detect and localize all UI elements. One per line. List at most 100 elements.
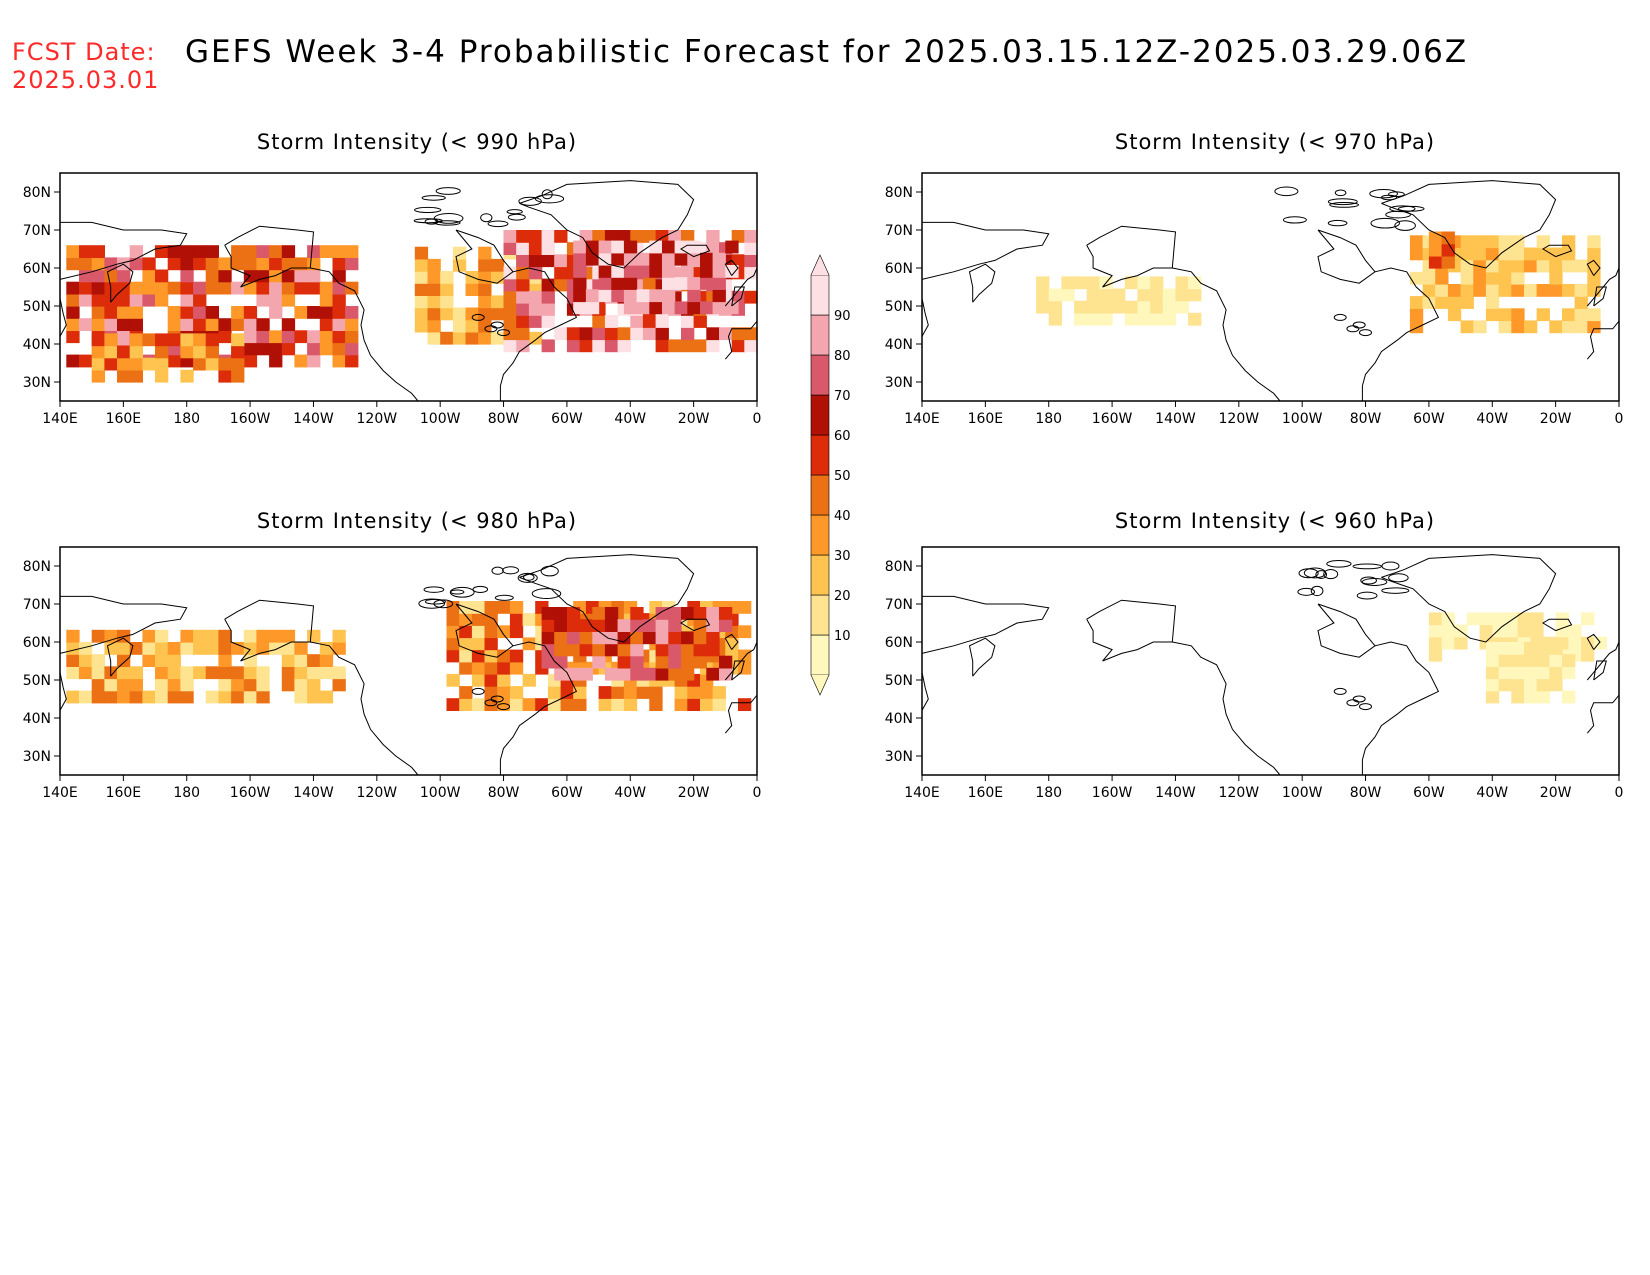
prob-cell	[617, 619, 631, 632]
arctic-island	[517, 572, 538, 583]
prob-cell	[1124, 300, 1139, 314]
prob-cell	[1137, 276, 1151, 290]
prob-cell	[693, 339, 707, 353]
prob-cell	[516, 278, 530, 292]
prob-cell	[509, 649, 524, 663]
prob-cell	[478, 319, 492, 333]
prob-cell	[79, 654, 93, 667]
coastline	[680, 244, 711, 258]
prob-cell	[655, 619, 669, 632]
prob-cell	[1074, 300, 1088, 314]
prob-cell	[91, 293, 105, 307]
prob-cell	[66, 293, 80, 307]
prob-cell	[1536, 666, 1550, 680]
prob-cell	[516, 290, 530, 304]
prob-cell	[243, 318, 258, 331]
prob-cell	[155, 666, 169, 680]
prob-cell	[541, 315, 555, 328]
prob-cell	[706, 667, 720, 681]
prob-cell	[649, 698, 663, 711]
prob-cell	[193, 666, 207, 680]
prob-cell	[91, 318, 105, 331]
prob-cell	[117, 269, 131, 283]
prob-cell	[1536, 284, 1550, 297]
prob-cell	[623, 265, 638, 278]
lon-label: 60W	[551, 785, 583, 801]
lon-label: 120W	[1219, 785, 1260, 801]
coastline	[1542, 244, 1573, 258]
prob-cell	[180, 678, 194, 692]
lon-label: 60W	[551, 411, 583, 427]
prob-cell	[446, 637, 460, 651]
prob-cell	[1549, 654, 1563, 667]
prob-cell	[642, 327, 657, 341]
prob-cell	[738, 601, 752, 614]
arctic-island	[1380, 194, 1398, 201]
coastline	[1361, 641, 1440, 775]
prob-cell	[281, 629, 296, 643]
prob-cell	[66, 666, 80, 680]
coastline	[1586, 694, 1620, 734]
prob-cell	[497, 686, 511, 699]
colorbar-label: 50	[834, 469, 851, 484]
prob-cell	[579, 631, 593, 645]
prob-cell	[205, 306, 219, 319]
prob-cell	[1562, 320, 1576, 334]
prob-cell	[427, 258, 441, 272]
lon-label: 140W	[293, 411, 334, 427]
coastline	[731, 660, 745, 681]
coastline	[1593, 286, 1607, 307]
prob-cell	[509, 661, 524, 675]
prob-cell	[319, 690, 334, 704]
prob-cell	[712, 686, 726, 699]
prob-cell	[478, 246, 492, 260]
prob-cell	[598, 277, 612, 290]
arctic-island	[518, 196, 542, 206]
prob-cell	[205, 345, 219, 359]
lake	[490, 321, 504, 329]
prob-cell	[142, 690, 156, 704]
prob-cell	[554, 230, 568, 243]
prob-cell	[541, 278, 555, 292]
prob-cell	[91, 690, 105, 704]
prob-cell	[269, 281, 283, 295]
prob-cell	[256, 666, 270, 680]
prob-cell	[167, 642, 181, 655]
prob-cell	[516, 315, 530, 328]
prob-cell	[1524, 666, 1538, 680]
arctic-island	[1394, 220, 1416, 231]
lat-label: 70N	[885, 223, 913, 239]
arctic-island	[1388, 573, 1409, 583]
prob-cell	[484, 661, 498, 675]
prob-cell	[345, 330, 359, 344]
prob-cell	[117, 345, 131, 359]
lat-label: 60N	[23, 261, 51, 277]
prob-cell	[142, 357, 156, 371]
prob-cell	[585, 301, 600, 315]
prob-cell	[655, 655, 669, 669]
coastline	[1586, 320, 1620, 360]
prob-cell	[155, 654, 169, 667]
colorbar-segment	[810, 434, 830, 476]
prob-cell	[655, 327, 669, 341]
prob-cell	[668, 655, 682, 669]
prob-cell	[516, 242, 530, 255]
coastline	[968, 263, 996, 303]
coastline	[59, 595, 188, 654]
prob-cell	[668, 339, 682, 353]
prob-cell	[573, 289, 587, 303]
prob-cell	[712, 252, 726, 266]
prob-cell	[1428, 255, 1443, 269]
prob-cell	[1188, 312, 1202, 326]
prob-cell	[649, 686, 663, 699]
prob-cell	[1574, 284, 1588, 297]
lat-label: 70N	[23, 597, 51, 613]
prob-cell	[218, 666, 232, 680]
coastline	[1317, 603, 1376, 658]
prob-cell	[294, 257, 308, 271]
prob-cell	[319, 245, 334, 258]
prob-cell	[1466, 612, 1481, 626]
prob-cell	[681, 339, 695, 353]
arctic-island	[1381, 587, 1410, 594]
prob-cell	[167, 654, 181, 667]
